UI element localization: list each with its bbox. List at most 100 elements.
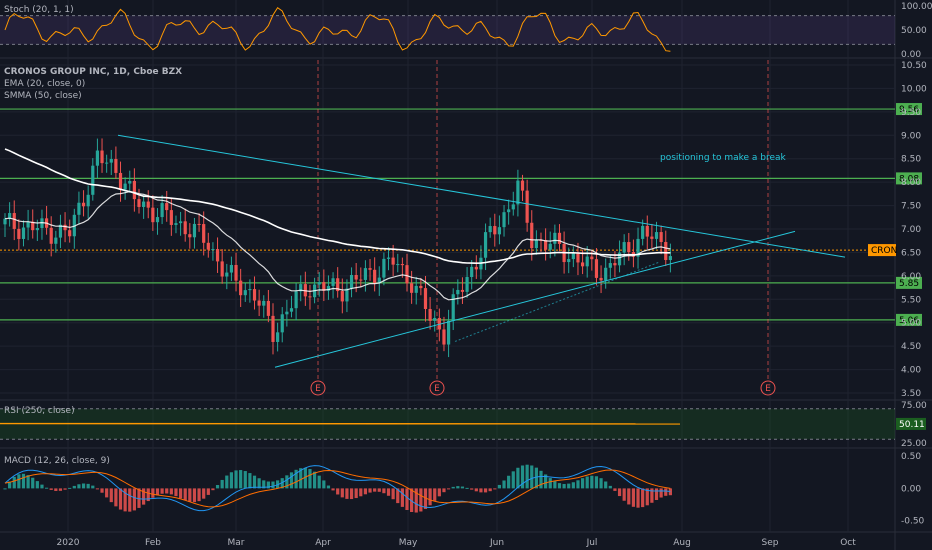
candle-body: [419, 285, 423, 289]
macd-histogram-bar: [419, 488, 423, 512]
candle-body: [239, 280, 243, 296]
candle-body: [234, 264, 238, 281]
candle-body: [460, 289, 465, 292]
earnings-marker-label: E: [315, 384, 321, 394]
candle-body: [169, 210, 173, 225]
macd-histogram-bar: [368, 488, 372, 493]
macd-histogram-bar: [608, 485, 612, 489]
macd-histogram-bar: [627, 488, 631, 505]
macd-histogram-bar: [622, 488, 626, 501]
level-tag-label: 9.56: [899, 105, 919, 115]
candle-body: [142, 201, 146, 207]
candle-body: [664, 242, 668, 261]
candle-body: [17, 228, 21, 239]
macd-histogram-bar: [105, 488, 109, 498]
candle-body: [317, 282, 321, 285]
price-tick-label: 3.50: [901, 389, 921, 399]
macd-histogram-bar: [654, 488, 659, 500]
price-tick-label: 8.00: [901, 178, 921, 188]
macd-histogram-bar: [35, 481, 39, 489]
candle-body: [35, 228, 39, 231]
candle-body: [114, 158, 118, 173]
candle-body: [437, 317, 441, 330]
candle-body: [183, 221, 187, 235]
candle-body: [299, 284, 303, 292]
x-tick-label: May: [399, 538, 418, 548]
candle-body: [386, 257, 391, 259]
earnings-marker-label: E: [765, 384, 771, 394]
macd-histogram-bar: [400, 488, 404, 507]
candle-body: [3, 218, 7, 225]
macd-histogram-bar: [220, 479, 224, 489]
candle-body: [622, 242, 626, 253]
price-title: CRONOS GROUP INC, 1D, Cboe BZX: [4, 67, 182, 77]
macd-histogram-bar: [3, 488, 7, 490]
price-pane[interactable]: 9.56 8.08 5.85 5.06 E E E CRON: [0, 60, 922, 396]
macd-histogram-bar: [215, 485, 220, 489]
macd-histogram-bar: [493, 488, 497, 490]
candle-body: [8, 213, 12, 219]
candle-body: [548, 243, 552, 250]
candle-body: [377, 277, 381, 284]
candle-body: [146, 201, 150, 208]
candle-body: [497, 227, 502, 235]
candle-body: [368, 268, 372, 270]
candle-body: [433, 317, 437, 321]
macd-histogram-bar: [239, 470, 243, 489]
candle-body: [308, 296, 312, 298]
candle-body: [553, 232, 557, 244]
level-tag-label: 5.06: [899, 316, 919, 326]
macd-histogram-bar: [488, 488, 492, 492]
macd-histogram-bar: [197, 488, 201, 502]
candle-body: [105, 162, 109, 164]
candle-body: [340, 291, 344, 302]
candle-body: [349, 274, 354, 289]
macd-histogram-bar: [483, 488, 488, 493]
x-tick-label: Apr: [315, 538, 331, 548]
x-tick-label: Aug: [673, 538, 691, 548]
candle-body: [530, 222, 534, 249]
macd-histogram-bar: [373, 488, 377, 492]
price-tick-label: 5.50: [901, 295, 921, 305]
candle-body: [571, 252, 575, 260]
macd-histogram-bar: [132, 488, 136, 511]
macd-histogram-bar: [266, 481, 270, 489]
macd-histogram-bar: [86, 483, 90, 489]
smma-legend: SMMA (50, close): [4, 91, 82, 101]
macd-histogram-bar: [178, 488, 183, 499]
macd-histogram-bar: [322, 480, 326, 489]
macd-histogram-bar: [460, 486, 465, 489]
level-tag: [896, 313, 922, 326]
candle-body: [465, 277, 469, 292]
candle-body: [590, 256, 594, 260]
smma-line: [4, 148, 671, 265]
macd-histogram-bar: [192, 488, 197, 503]
candle-body: [294, 291, 298, 309]
macd-histogram-bar: [437, 488, 441, 497]
macd-histogram-bar: [123, 488, 127, 512]
candle-body: [544, 240, 548, 250]
candle-body: [488, 226, 492, 233]
macd-histogram-bar: [423, 488, 428, 509]
candle-body: [405, 265, 409, 284]
candle-body: [132, 180, 136, 200]
x-tick-label: Oct: [840, 538, 856, 548]
macd-histogram-bar: [95, 488, 100, 490]
candle-body: [229, 264, 234, 273]
macd-histogram-bar: [456, 486, 460, 489]
macd-histogram-bar: [308, 469, 312, 489]
price-tick-label: 4.00: [901, 366, 921, 376]
macd-histogram-bar: [585, 476, 589, 489]
candle-body: [400, 264, 404, 266]
macd-histogram-bar: [386, 488, 391, 496]
stoch-pane: [0, 6, 895, 52]
macd-histogram-bar: [359, 488, 363, 497]
macd-histogram-bar: [428, 488, 432, 506]
macd-histogram-bar: [645, 488, 649, 506]
macd-histogram-bar: [641, 488, 645, 508]
macd-histogram-bar: [68, 487, 72, 489]
candle-body: [202, 224, 206, 243]
macd-histogram-bar: [312, 471, 317, 489]
x-tick-label: Jul: [586, 538, 598, 548]
candle-body: [160, 203, 164, 218]
